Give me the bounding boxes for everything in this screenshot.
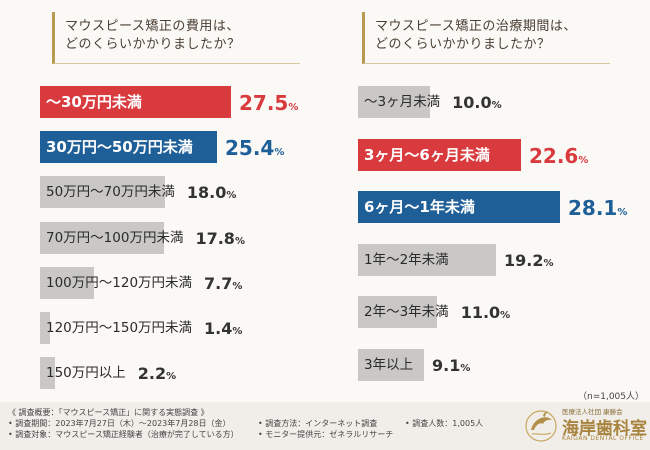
survey-method: • 調査方法：インターネット調査 [258, 419, 378, 428]
bar-4 [40, 221, 164, 254]
category-label-2: 3ヶ月〜6ヶ月未満 [364, 145, 490, 164]
category-label-3: 6ヶ月〜1年未満 [364, 198, 475, 216]
value-label-3: 18.0% [186, 183, 237, 203]
value-label-2: 25.4% [225, 136, 285, 161]
period-question-line-1: マウスピース矯正の治療期間は、 [375, 19, 577, 34]
clinic-name: 海岸歯科室 [562, 419, 647, 439]
clinic-name-en: KAIGAN DENTAL OFFICE [562, 435, 644, 442]
value-label-4: 17.8% [195, 228, 245, 248]
category-label-4: 1年〜2年未満 [364, 251, 449, 268]
bar-5 [40, 266, 94, 299]
value-label-1: 10.0% [452, 93, 502, 112]
value-label-1: 27.5% [239, 91, 299, 115]
category-label-4: 70万円〜100万円未満 [46, 229, 184, 246]
sample-size-note: （n=1,005人） [578, 392, 645, 402]
value-label-6: 9.1% [432, 355, 471, 375]
category-label-1: 〜30万円未満 [46, 93, 142, 111]
category-label-2: 30万円〜50万円未満 [46, 138, 193, 157]
value-label-7: 2.2% [137, 364, 177, 384]
period-question-line-2: どのくらいかかりましたか？ [375, 37, 551, 52]
value-label-3: 28.1% [568, 196, 628, 220]
bar-3 [358, 191, 560, 223]
value-label-5: 7.7% [204, 273, 243, 293]
category-label-6: 3年以上 [364, 356, 414, 373]
bar-2 [40, 131, 217, 164]
survey-provider: • モニター提供元：ゼネラルリサーチ [258, 430, 394, 439]
clinic-logo: 医療法人社団 康勝会 海岸歯科室 KAIGAN DENTAL OFFICE [522, 406, 647, 446]
category-label-5: 2年〜3年未満 [364, 304, 449, 320]
survey-target: • 調査対象：マウスピース矯正経験者（治療が完了している方） [8, 430, 239, 439]
bar-5 [358, 296, 437, 328]
survey-footer: 《 調査概要：「マウスピース矯正」に関する実態調査 》 • 調査期間：2023年… [0, 402, 650, 450]
category-label-7: 150万円以上 [46, 365, 126, 382]
value-label-4: 19.2% [504, 250, 554, 270]
survey-overview: 《 調査概要：「マウスピース矯正」に関する実態調査 》 [8, 408, 209, 417]
survey-count: • 調査人数：1,005人 [405, 419, 484, 428]
category-label-3: 50万円〜70万円未満 [46, 184, 175, 201]
category-label-1: 〜3ヶ月未満 [364, 94, 441, 110]
survey-period: • 調査期間：2023年7月27日（木）〜2023年7月28日（金） [8, 419, 231, 428]
bar-1 [358, 86, 430, 118]
cost-question-line-2: どのくらいかかりましたか？ [65, 37, 241, 52]
category-label-5: 100万円〜120万円未満 [46, 274, 193, 291]
value-label-6: 1.4% [204, 319, 243, 338]
bar-1 [40, 86, 231, 118]
value-label-5: 11.0% [460, 303, 511, 322]
bar-4 [358, 243, 496, 276]
dolphin-icon [525, 410, 557, 442]
cost-question-title: マウスピース矯正の費用は、 どのくらいかかりましたか？ [52, 12, 300, 64]
bar-6 [40, 312, 50, 344]
bar-3 [40, 176, 165, 209]
cost-question-line-1: マウスピース矯正の費用は、 [65, 19, 240, 34]
period-question-title: マウスピース矯正の治療期間は、 どのくらいかかりましたか？ [362, 12, 610, 64]
category-label-6: 120万円〜150万円未満 [46, 320, 193, 336]
clinic-corp-name: 医療法人社団 康勝会 [562, 408, 623, 416]
value-label-2: 22.6% [529, 143, 589, 168]
bar-2 [358, 138, 521, 171]
bar-7 [40, 357, 55, 390]
bar-6 [358, 348, 424, 381]
